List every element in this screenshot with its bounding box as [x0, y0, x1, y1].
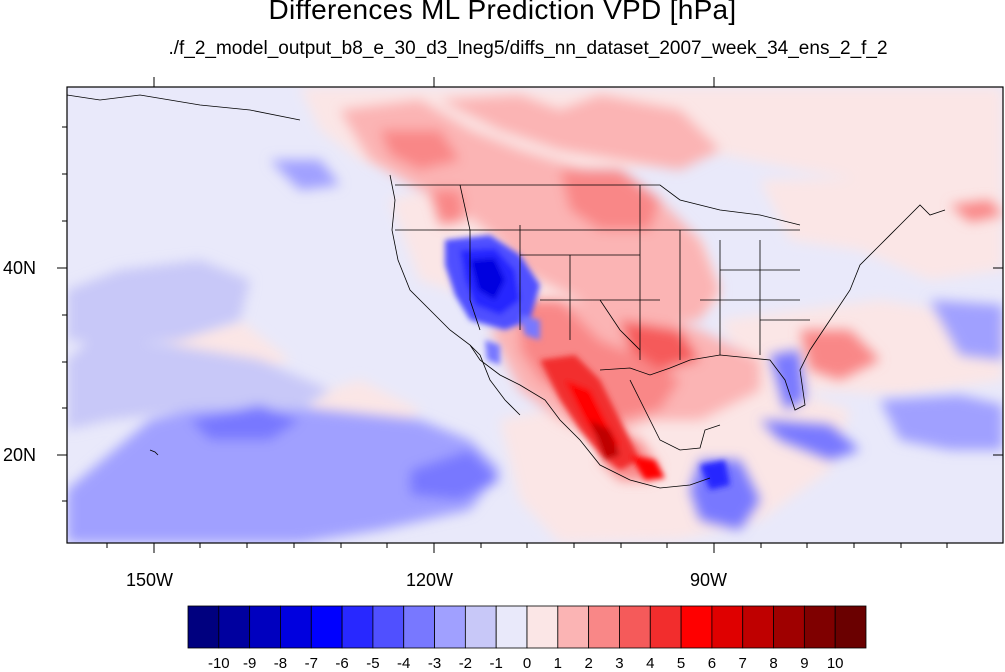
colorbar-label: 5: [676, 655, 686, 672]
chart-title: Differences ML Prediction VPD [hPa]: [268, 0, 737, 25]
colorbar-swatch: [803, 605, 836, 649]
y-tick-label-20n: 20N: [3, 445, 37, 465]
x-tick-label-90w: 90W: [690, 570, 728, 590]
colorbar-swatch: [187, 605, 220, 649]
colorbar-label: -6: [335, 655, 349, 672]
colorbar-label: -3: [427, 655, 442, 672]
colorbar-swatch: [711, 605, 744, 649]
colorbar-label: -5: [366, 655, 380, 672]
colorbar-label: 2: [584, 655, 593, 672]
colorbar-swatch: [834, 605, 867, 649]
colorbar-swatch: [680, 605, 713, 649]
colorbar-swatch: [649, 605, 682, 649]
x-tick-label-120w: 120W: [406, 570, 454, 590]
colorbar-swatch: [341, 605, 374, 649]
colorbar-label: 0: [522, 655, 532, 672]
colorbar-label: 4: [646, 655, 655, 672]
colorbar-label: -7: [304, 655, 318, 672]
colorbar-swatch: [218, 605, 251, 649]
colorbar-swatch: [403, 605, 435, 649]
colorbar-swatch: [464, 605, 497, 649]
colorbar-label: 8: [769, 655, 778, 672]
colorbar-label: -1: [489, 655, 503, 672]
colorbar-label: -2: [458, 655, 473, 672]
colorbar-label: 6: [707, 655, 717, 672]
colorbar-swatch: [742, 605, 774, 649]
colorbar-label: 7: [738, 655, 747, 672]
colorbar-swatch: [773, 605, 805, 649]
chart-subtitle: ./f_2_model_output_b8_e_30_d3_lneg5/diff…: [168, 38, 888, 59]
colorbar-swatch: [557, 605, 590, 649]
colorbar-swatch: [495, 605, 528, 649]
y-tick-label-40n: 40N: [3, 258, 37, 278]
colorbar-swatch: [372, 605, 405, 649]
colorbar-label: -4: [397, 655, 411, 672]
x-tick-label-150w: 150W: [126, 570, 174, 590]
colorbar-label: 3: [615, 655, 624, 672]
map-field: [67, 87, 1003, 543]
colorbar: [187, 605, 867, 649]
colorbar-swatch: [526, 605, 559, 649]
colorbar-swatch: [280, 605, 312, 649]
colorbar-swatch: [249, 605, 281, 649]
coastlines: [67, 94, 946, 489]
x-ticks: [106, 77, 948, 553]
colorbar-label: 10: [826, 655, 844, 672]
colorbar-label: 1: [553, 655, 562, 672]
colorbar-label: -9: [242, 655, 257, 672]
colorbar-swatch: [310, 605, 343, 649]
colorbar-label: -8: [273, 655, 288, 672]
colorbar-swatch: [619, 605, 651, 649]
colorbar-swatch: [434, 605, 466, 649]
colorbar-swatch: [588, 605, 620, 649]
y-ticks: [57, 126, 1003, 502]
colorbar-label: 9: [800, 655, 809, 672]
colorbar-label: -10: [207, 655, 230, 672]
